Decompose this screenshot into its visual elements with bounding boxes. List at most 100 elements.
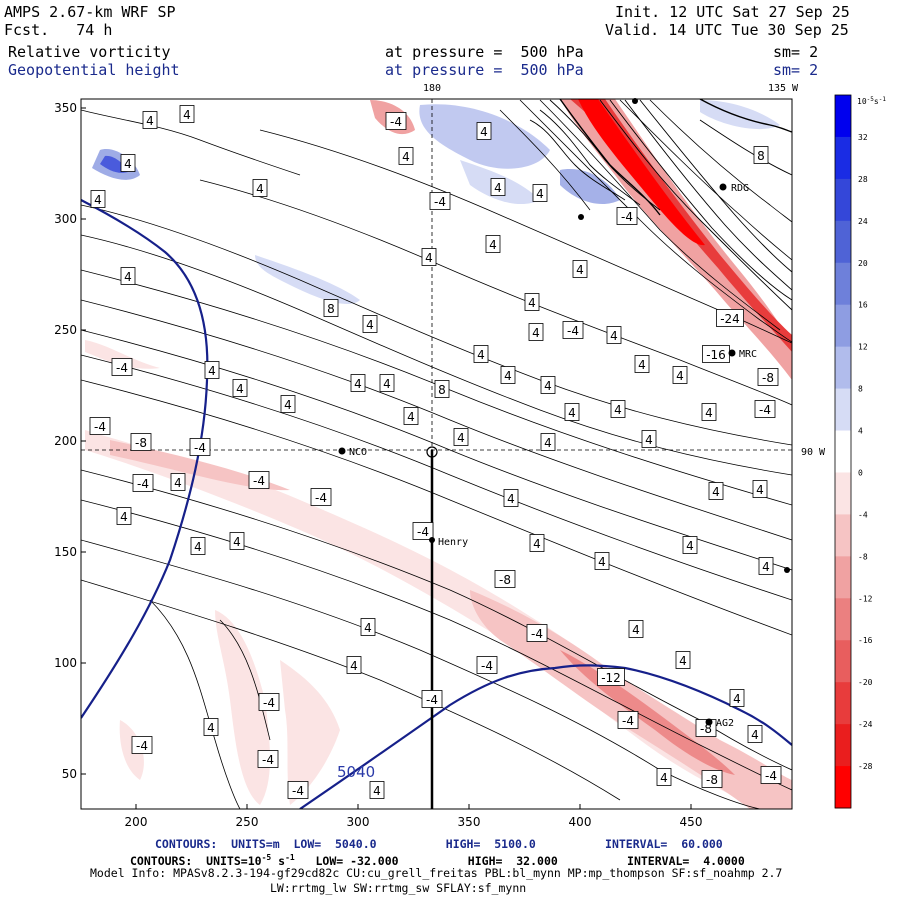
reference-lines <box>81 99 792 451</box>
contour-label-box <box>398 147 414 165</box>
contour-label: -4 <box>262 753 274 767</box>
contour-label-box <box>476 656 498 674</box>
contour-label: 4 <box>507 492 515 506</box>
y-axis-labels: 350 300 250 200 150 100 50 <box>54 101 77 781</box>
contour-label-box <box>617 711 639 729</box>
y-tick-label: 50 <box>62 767 77 781</box>
contour-label: 4 <box>174 476 182 490</box>
colorbar-unit-suffix: s <box>874 97 879 106</box>
contour-label-box <box>203 718 219 736</box>
contour-label: 4 <box>660 771 668 785</box>
contour-label-box <box>682 536 698 554</box>
field1-smoothing: sm= 2 <box>773 43 819 61</box>
contour-label-box <box>503 489 519 507</box>
contour-label: -4 <box>567 324 579 338</box>
contour-label-box <box>90 190 106 208</box>
station-label-nco: NCO <box>349 447 367 458</box>
contour-label: -16 <box>706 348 726 362</box>
contour-label-box <box>130 433 152 451</box>
contour-label-box <box>747 725 763 743</box>
contour-label-box <box>610 400 626 418</box>
contour-label-box <box>350 374 366 392</box>
colorbar-segment <box>835 556 851 599</box>
contour-label-box <box>287 781 309 799</box>
contour-label-box <box>346 656 362 674</box>
contour-label-box <box>754 400 776 418</box>
x-tick-label: 250 <box>236 815 259 829</box>
contour-label: 8 <box>438 383 446 397</box>
contour-label-box <box>421 690 443 708</box>
contour-label: -8 <box>135 436 147 450</box>
colorbar-label: -28 <box>858 762 873 771</box>
contour-label: 4 <box>632 623 640 637</box>
contour-label-box <box>529 534 545 552</box>
contour-label: 4 <box>350 659 358 673</box>
contour-label: 4 <box>364 621 372 635</box>
contour-label-box <box>403 407 419 425</box>
contour-label-box <box>616 207 638 225</box>
colorbar-label: 8 <box>858 385 863 394</box>
footer-line2-b: s <box>271 853 286 868</box>
forecast-hour: Fcst. 74 h <box>4 21 113 39</box>
x-axis-labels: 200 250 300 350 400 450 <box>125 815 703 829</box>
colorbar-label: 20 <box>858 259 868 268</box>
station-dot-ag2 <box>705 718 713 726</box>
height-contour-label: 5040 <box>337 763 375 781</box>
colorbar-segment <box>835 640 851 683</box>
contour-label-box <box>248 471 270 489</box>
x-tick-label: 400 <box>569 815 592 829</box>
contour-label: -4 <box>765 769 777 783</box>
footer-physics-info: LW:rrtmg_lw SW:rrtmg_sw SFLAY:sf_mynn <box>270 881 527 895</box>
colorbar-label: -12 <box>858 594 873 603</box>
contour-label-box <box>758 557 774 575</box>
south-pole-marker <box>426 446 438 458</box>
contour-label: 4 <box>207 721 215 735</box>
contour-label: -4 <box>94 420 106 434</box>
contour-label-box <box>753 146 769 164</box>
contour-label: 4 <box>233 535 241 549</box>
contour-label-box <box>716 309 744 327</box>
contour-label: -4 <box>263 696 275 710</box>
station-dot-coast <box>578 214 584 220</box>
contour-label-box <box>485 235 501 253</box>
contour-label: 4 <box>402 150 410 164</box>
contour-label: -4 <box>426 693 438 707</box>
contour-label-box <box>258 693 280 711</box>
contour-label-box <box>232 379 248 397</box>
station-dot-henry <box>429 537 435 543</box>
contour-label: 4 <box>751 728 759 742</box>
contour-label: 4 <box>504 369 512 383</box>
contour-label: 4 <box>194 540 202 554</box>
contour-label-box <box>672 366 688 384</box>
contour-label: 4 <box>532 326 540 340</box>
colorbar-segment <box>835 388 851 432</box>
contour-label: 8 <box>757 149 765 163</box>
field1-level: at pressure = 500 hPa <box>385 43 584 61</box>
contour-label-box <box>540 433 556 451</box>
contour-label: -4 <box>434 195 446 209</box>
lon-label-90w: 90 W <box>801 447 826 458</box>
contour-label: -8 <box>499 573 511 587</box>
contour-label-box <box>701 770 723 788</box>
contour-label: 4 <box>676 369 684 383</box>
contour-label: 8 <box>327 302 335 316</box>
contour-label: -8 <box>762 371 774 385</box>
x-tick-label: 200 <box>125 815 148 829</box>
contour-label-box <box>634 355 650 373</box>
colorbar-label: 24 <box>858 217 868 226</box>
colorbar-segment <box>835 598 851 641</box>
contour-label: 4 <box>236 382 244 396</box>
contour-label: -4 <box>136 739 148 753</box>
contour-label: 4 <box>528 296 536 310</box>
contour-label: -4 <box>137 477 149 491</box>
station-dot-nco <box>338 447 346 455</box>
colorbar-label: 12 <box>858 343 868 352</box>
contour-label: 4 <box>733 692 741 706</box>
contour-label: 4 <box>576 263 584 277</box>
contour-labels: 4 4 4 4 4 -4 4 4 -4 4 4 -4 8 4 4 4 4 4 8 4 4 -4 4 -24 -4 4 4 -16 4 4 4… <box>89 105 782 799</box>
contour-label: 4 <box>756 483 764 497</box>
contour-label-box <box>490 178 506 196</box>
coastline <box>559 99 792 216</box>
contour-label-box <box>757 368 779 386</box>
contour-label: -8 <box>700 722 712 736</box>
